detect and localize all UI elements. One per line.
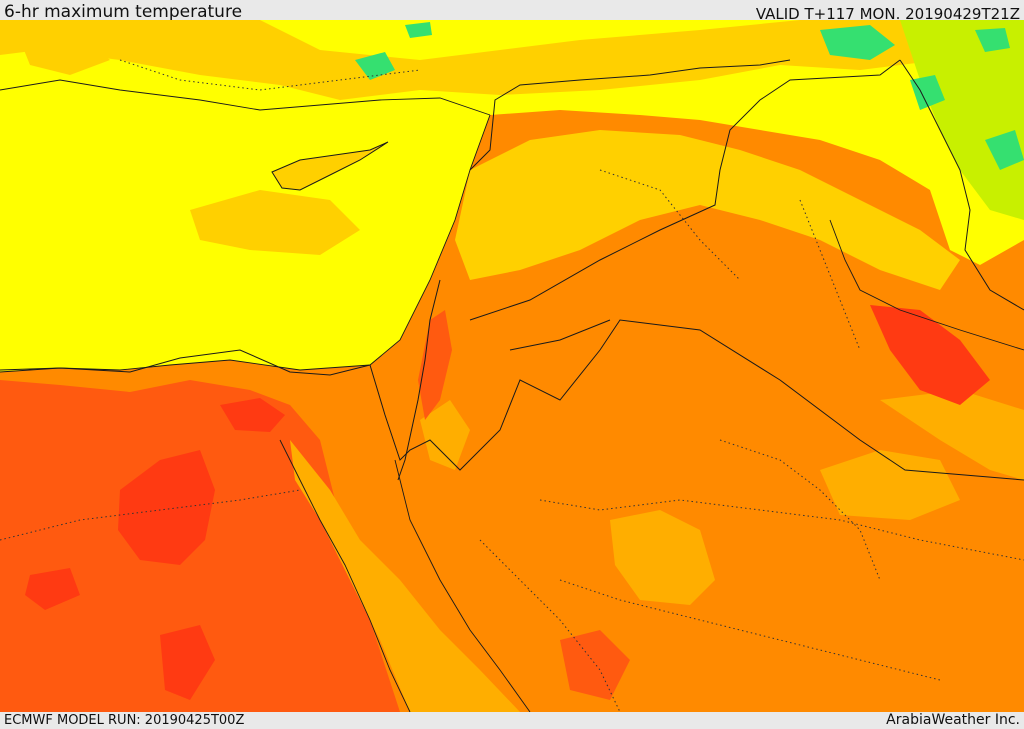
arabia-warm-patch-1 (610, 510, 715, 605)
country-borders (0, 59, 1024, 481)
admin-line-1 (0, 489, 301, 541)
israel-border (397, 279, 441, 481)
jordan-valley-hot-strip (418, 310, 452, 420)
cold-patch-6 (405, 22, 432, 38)
egypt-hottest-core-3 (25, 568, 80, 610)
valid-time-label: VALID T+117 MON. 20190429T21Z (755, 5, 1020, 23)
levant-mild-zone (455, 130, 960, 290)
jordan-iraq-border (509, 319, 611, 351)
saudi-jordan-border (369, 319, 1024, 481)
cold-patch-1 (820, 25, 895, 60)
arabia-warm-patch-2 (820, 450, 960, 520)
cold-patch-2 (355, 52, 395, 80)
persian-gulf-coast (829, 219, 1024, 351)
turkey-mild-zone (0, 20, 1024, 100)
egypt-hottest-core-4 (160, 625, 215, 700)
arabia-warm-patch-4 (420, 400, 470, 470)
cold-patch-3 (975, 28, 1010, 52)
iraq-hottest-core (870, 305, 990, 405)
turkey-south-coast (0, 79, 491, 116)
mediterranean-cool-zone (0, 20, 1024, 372)
turkey-syria-border (469, 59, 791, 171)
temperature-map (0, 20, 1024, 712)
coastlines (0, 79, 1024, 712)
red-sea-east-coast (394, 459, 531, 712)
model-run-label: ECMWF MODEL RUN: 20190425T00Z (4, 713, 245, 728)
mediterranean-coast (0, 114, 491, 373)
egypt-hottest-core-1 (118, 450, 215, 565)
saudi-hottest-core (560, 630, 630, 700)
credit-label: ArabiaWeather Inc. (886, 712, 1020, 728)
admin-line-6 (479, 539, 621, 712)
syria-iraq-border (469, 59, 901, 321)
cyprus-island (271, 141, 389, 191)
admin-line-8 (719, 439, 881, 581)
admin-line-4 (599, 169, 741, 281)
iran-iraq-border (899, 59, 1024, 311)
temperature-map-canvas (0, 20, 1024, 712)
admin-line-3 (559, 579, 941, 681)
map-title: 6-hr maximum temperature (4, 2, 243, 22)
red-sea-west-coast (279, 439, 411, 712)
arabia-warm-patch-3 (880, 390, 1024, 480)
sea-mild-patch-2 (20, 35, 110, 75)
sea-mild-patch-1 (190, 190, 360, 255)
admin-boundaries (0, 59, 1024, 712)
red-sea-warm-band (290, 440, 520, 712)
cold-patch-5 (910, 75, 945, 110)
cold-patch-4 (985, 130, 1024, 170)
iran-cooler-zone (900, 20, 1024, 220)
egypt-hottest-core-2 (220, 398, 285, 432)
